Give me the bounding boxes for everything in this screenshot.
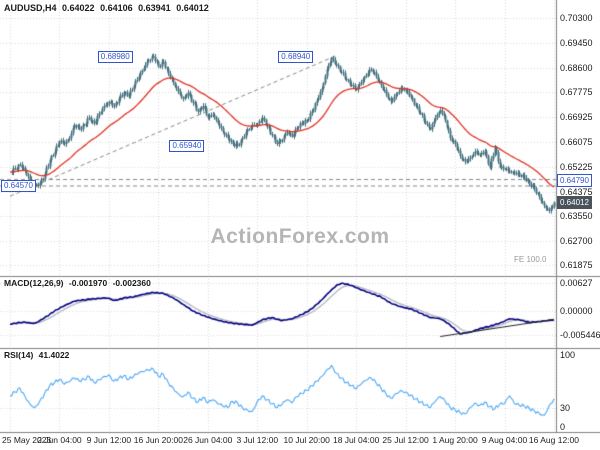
- axis-tick-label: 0.69450: [560, 37, 593, 48]
- close-value: 0.64012: [176, 3, 209, 13]
- axis-tick-label: 0.66925: [560, 111, 593, 122]
- low-value: 0.63941: [138, 3, 171, 13]
- macd-value: -0.001970: [68, 278, 108, 288]
- macd-signal-value: -0.002360: [112, 278, 151, 288]
- axis-tick-label: 0.66075: [560, 136, 593, 147]
- time-axis-label: 25 May 2023: [2, 435, 52, 445]
- time-axis-label: 16 Jun 20:00: [133, 435, 183, 445]
- level-price-axis-flag: 0.64790: [557, 173, 592, 187]
- axis-tick-label: 0.00000: [560, 306, 593, 316]
- open-value: 0.64022: [62, 3, 95, 13]
- axis-tick-label: 0: [560, 422, 566, 432]
- current-price-axis-flag: 0.64012: [557, 196, 592, 210]
- price-flag[interactable]: 0.65940: [169, 139, 205, 152]
- time-axis-label: 3 Jul 12:00: [236, 435, 279, 445]
- macd-name: MACD(12,26,9): [4, 278, 64, 288]
- time-axis-label: 16 Aug 12:00: [528, 435, 579, 445]
- price-flag[interactable]: 0.64570: [1, 179, 36, 192]
- rsi-name: RSI(14): [4, 350, 34, 360]
- price-flag[interactable]: 0.68980: [97, 50, 133, 63]
- high-value: 0.64106: [100, 3, 133, 13]
- chart-title: AUDUSD,H4 0.64022 0.64106 0.63941 0.6401…: [4, 3, 212, 13]
- rsi-value: 41.4022: [38, 350, 70, 360]
- axis-tick-label: 0.70300: [560, 13, 593, 23]
- time-axis-label: 18 Jul 04:00: [332, 435, 380, 445]
- axis-tick-label: -0.005446: [560, 329, 600, 340]
- axis-tick-label: 0.63550: [560, 210, 593, 221]
- time-axis-label: 2 Jun 04:00: [37, 435, 82, 445]
- axis-tick-label: 30: [560, 402, 571, 413]
- time-axis-label: 10 Jul 20:00: [283, 435, 330, 445]
- time-axis-label: 9 Jun 12:00: [86, 435, 132, 445]
- time-axis-label: 25 Jul 12:00: [382, 435, 429, 445]
- axis-tick-label: 0.64375: [560, 186, 593, 197]
- axis-tick-label: 0.62700: [560, 235, 593, 246]
- axis-tick-label: 0.68600: [560, 62, 593, 73]
- axis-tick-label: 0.61875: [560, 259, 593, 270]
- axis-tick-label: 0.00627: [560, 278, 593, 289]
- macd-indicator-label: MACD(12,26,9) -0.001970 -0.002360: [4, 278, 154, 288]
- fibonacci-expansion-label: FE 100.0: [514, 255, 547, 264]
- axis-tick-label: 100: [560, 350, 576, 360]
- time-axis-label: 1 Aug 20:00: [432, 435, 478, 445]
- axis-tick-label: 0.67775: [560, 87, 593, 98]
- axis-tick-label: 0.65225: [560, 161, 593, 172]
- actionforex-watermark: ActionForex.com: [210, 225, 390, 248]
- symbol-period-label: AUDUSD,H4: [4, 3, 57, 13]
- rsi-indicator-label: RSI(14) 41.4022: [4, 350, 72, 360]
- time-axis-label: 26 Jun 04:00: [183, 435, 233, 445]
- price-flag[interactable]: 0.68940: [278, 50, 314, 63]
- time-axis-label: 9 Aug 04:00: [481, 435, 528, 445]
